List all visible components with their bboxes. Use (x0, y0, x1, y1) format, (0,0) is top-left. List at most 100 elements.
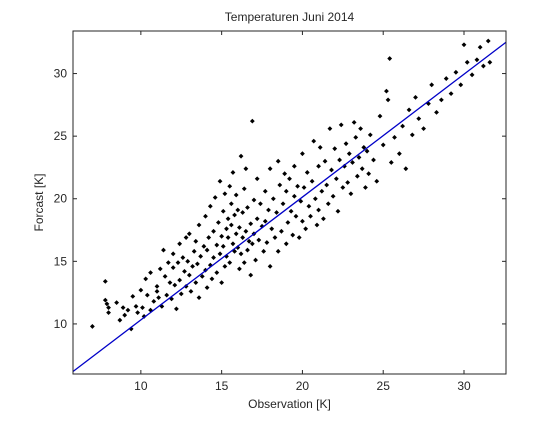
data-point (169, 296, 174, 302)
x-axis-title: Observation [K] (248, 397, 331, 411)
data-point (254, 216, 260, 222)
data-point (387, 56, 393, 61)
data-point (185, 258, 191, 264)
data-point (207, 203, 213, 209)
data-point (300, 151, 305, 157)
data-point (175, 260, 181, 265)
data-point (164, 292, 170, 298)
data-point (207, 262, 213, 268)
data-point (266, 207, 271, 213)
chart-title: Temperaturen Juni 2014 (225, 10, 355, 24)
data-point (448, 91, 454, 96)
data-point (133, 304, 139, 309)
data-point (141, 314, 147, 319)
data-point (228, 201, 234, 207)
data-point (380, 142, 386, 148)
data-point (469, 72, 475, 78)
data-point (356, 155, 362, 160)
data-point (274, 210, 279, 215)
data-point (203, 213, 208, 219)
data-point (174, 306, 179, 312)
data-point (275, 248, 281, 254)
data-point (314, 222, 320, 228)
data-point (330, 193, 336, 199)
data-point (416, 116, 422, 122)
data-point (283, 241, 289, 247)
data-point (199, 273, 205, 279)
data-point (364, 148, 370, 154)
data-point (180, 255, 186, 260)
data-point (104, 301, 110, 307)
data-point (309, 178, 315, 184)
data-point (403, 166, 409, 172)
data-point (248, 272, 254, 278)
data-point (301, 185, 307, 190)
data-point (157, 266, 163, 272)
data-point (170, 265, 176, 270)
data-point (114, 300, 120, 306)
data-point (374, 178, 380, 184)
scatter-points (89, 38, 493, 332)
data-point (327, 126, 333, 132)
data-point (264, 240, 270, 245)
data-point (353, 135, 359, 140)
data-point (421, 126, 427, 132)
data-point (261, 248, 267, 254)
data-point (262, 188, 268, 194)
data-point (400, 123, 405, 129)
data-point (298, 198, 304, 204)
data-point (300, 218, 305, 224)
data-point (253, 257, 258, 263)
data-point (130, 293, 136, 299)
data-point (443, 76, 449, 81)
data-point (363, 185, 368, 190)
data-point (270, 196, 276, 202)
data-point (283, 188, 289, 194)
data-point (161, 247, 166, 253)
data-point (201, 243, 207, 249)
data-point (216, 220, 221, 225)
data-point (409, 132, 415, 138)
data-point (343, 141, 349, 147)
data-point (140, 305, 145, 311)
data-point (193, 238, 199, 244)
y-tick-label: 15 (54, 254, 68, 268)
data-point (290, 232, 296, 238)
y-tick-label: 20 (54, 192, 68, 206)
data-point (172, 282, 178, 288)
data-point (165, 260, 171, 265)
x-tick-label: 15 (215, 379, 229, 393)
data-point (177, 277, 183, 283)
data-point (106, 305, 111, 311)
data-point (178, 291, 184, 297)
data-point (211, 228, 216, 234)
data-point (329, 167, 334, 173)
data-point (191, 248, 197, 254)
x-tick-label: 20 (296, 379, 310, 393)
data-point (291, 193, 297, 199)
data-point (237, 225, 242, 230)
data-point (487, 59, 493, 65)
data-point (241, 186, 247, 192)
data-point (296, 235, 302, 240)
data-point (371, 157, 376, 163)
data-point (220, 208, 226, 214)
data-point (193, 280, 199, 286)
data-point (122, 312, 128, 318)
data-point (293, 213, 299, 219)
data-point (117, 317, 123, 323)
data-point (413, 94, 418, 100)
data-point (259, 223, 265, 229)
data-point (217, 251, 223, 257)
data-point (204, 247, 210, 253)
data-point (138, 287, 144, 293)
data-point (211, 255, 216, 260)
data-point (267, 166, 273, 172)
data-point (144, 292, 150, 298)
data-point (241, 260, 247, 265)
data-point (319, 188, 325, 194)
data-point (238, 251, 244, 257)
y-tick-label: 25 (54, 129, 68, 143)
x-tick-label: 25 (377, 379, 391, 393)
